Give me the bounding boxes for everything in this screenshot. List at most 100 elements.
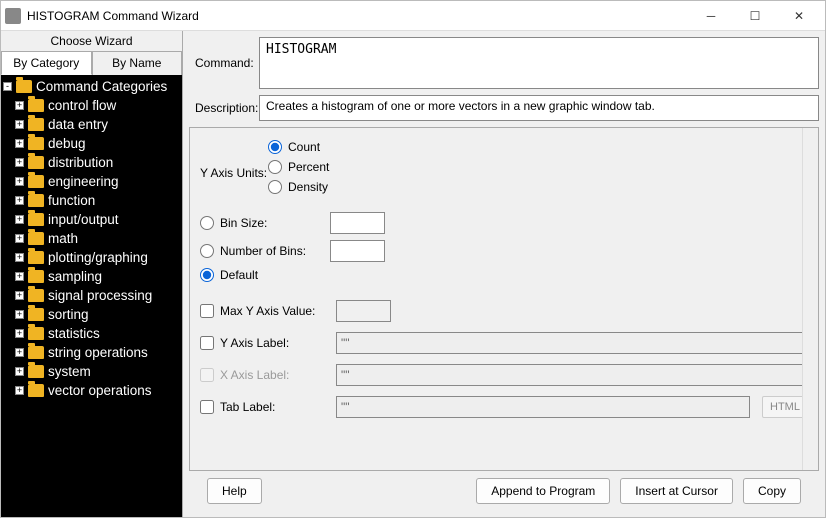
folder-icon [16, 80, 32, 93]
radio-default[interactable] [200, 268, 214, 282]
tree-root[interactable]: - Command Categories [1, 77, 182, 96]
tree-item-label: engineering [48, 174, 119, 189]
help-button[interactable]: Help [207, 478, 262, 504]
tree-item[interactable]: +debug [1, 134, 182, 153]
expand-icon[interactable]: + [15, 101, 24, 110]
numbins-input[interactable] [330, 240, 385, 262]
sidebar-tabs: By Category By Name [1, 51, 182, 75]
tree-item[interactable]: +control flow [1, 96, 182, 115]
app-window: HISTOGRAM Command Wizard ─ ☐ ✕ Choose Wi… [0, 0, 826, 518]
append-button[interactable]: Append to Program [476, 478, 610, 504]
tree-item[interactable]: +signal processing [1, 286, 182, 305]
expand-icon[interactable]: + [15, 310, 24, 319]
sidebar: Choose Wizard By Category By Name - Comm… [1, 31, 183, 517]
radio-percent[interactable] [268, 160, 282, 174]
expand-icon[interactable]: + [15, 120, 24, 129]
xlabel-checkbox [200, 368, 214, 382]
expand-icon[interactable]: + [15, 215, 24, 224]
radio-count-row[interactable]: Count [268, 140, 329, 154]
radio-density[interactable] [268, 180, 282, 194]
tree-item-label: input/output [48, 212, 119, 227]
minimize-button[interactable]: ─ [689, 2, 733, 30]
tree-item-label: statistics [48, 326, 100, 341]
tree-item[interactable]: + engineering [1, 172, 182, 191]
folder-icon [28, 194, 44, 207]
radio-percent-label: Percent [288, 160, 329, 174]
radio-default-label: Default [220, 268, 320, 282]
radio-numbins-row[interactable]: Number of Bins: [200, 240, 808, 262]
close-button[interactable]: ✕ [777, 2, 821, 30]
description-row: Description: Creates a histogram of one … [189, 95, 819, 121]
tree-item[interactable]: + distribution [1, 153, 182, 172]
tree-item[interactable]: +sorting [1, 305, 182, 324]
tree-item[interactable]: + math [1, 229, 182, 248]
tree-item[interactable]: + input/output [1, 210, 182, 229]
radio-percent-row[interactable]: Percent [268, 160, 329, 174]
expand-icon[interactable]: + [15, 196, 24, 205]
maxy-checkbox[interactable] [200, 304, 214, 318]
insert-button[interactable]: Insert at Cursor [620, 478, 733, 504]
radio-binsize-row[interactable]: Bin Size: [200, 212, 808, 234]
titlebar: HISTOGRAM Command Wizard ─ ☐ ✕ [1, 1, 825, 31]
tab-by-name[interactable]: By Name [92, 51, 183, 75]
tree-item-label: math [48, 231, 78, 246]
folder-icon [28, 346, 44, 359]
tree-item[interactable]: +plotting/graphing [1, 248, 182, 267]
expand-icon[interactable]: + [15, 177, 24, 186]
options-panel: Y Axis Units: Count Percent Density [189, 127, 819, 471]
xlabel-input [336, 364, 808, 386]
radio-count[interactable] [268, 140, 282, 154]
tree-item[interactable]: +system [1, 362, 182, 381]
tree-item[interactable]: + statistics [1, 324, 182, 343]
binsize-input[interactable] [330, 212, 385, 234]
description-textbox: Creates a histogram of one or more vecto… [259, 95, 819, 121]
folder-icon [28, 270, 44, 283]
tablabel-checkbox[interactable] [200, 400, 214, 414]
expand-icon[interactable]: + [15, 253, 24, 262]
expand-icon[interactable]: + [15, 234, 24, 243]
tree-item[interactable]: +sampling [1, 267, 182, 286]
maximize-button[interactable]: ☐ [733, 2, 777, 30]
command-textbox[interactable]: HISTOGRAM [259, 37, 819, 89]
maxy-label: Max Y Axis Value: [220, 304, 330, 318]
expand-icon[interactable]: + [15, 348, 24, 357]
expand-icon[interactable]: + [15, 329, 24, 338]
tree-item-label: distribution [48, 155, 113, 170]
expand-icon[interactable]: + [15, 139, 24, 148]
radio-numbins[interactable] [200, 244, 214, 258]
tree-item[interactable]: +data entry [1, 115, 182, 134]
expand-icon[interactable]: + [15, 367, 24, 376]
expand-icon[interactable]: + [15, 291, 24, 300]
bottom-buttons: Help Append to Program Insert at Cursor … [189, 471, 819, 511]
ylabel-input[interactable] [336, 332, 808, 354]
y-axis-units-group: Y Axis Units: Count Percent Density [200, 140, 808, 194]
expand-icon[interactable]: + [15, 386, 24, 395]
folder-icon [28, 365, 44, 378]
expand-icon[interactable]: + [15, 272, 24, 281]
scrollbar[interactable] [802, 128, 818, 470]
radio-density-row[interactable]: Density [268, 180, 329, 194]
maxy-input[interactable] [336, 300, 391, 322]
tree-item[interactable]: +function [1, 191, 182, 210]
expand-icon[interactable]: - [3, 82, 12, 91]
tablabel-input[interactable] [336, 396, 750, 418]
ylabel-checkbox[interactable] [200, 336, 214, 350]
main-panel: Command: HISTOGRAM Description: Creates … [183, 31, 825, 517]
folder-icon [28, 118, 44, 131]
command-label: Command: [189, 56, 259, 70]
folder-icon [28, 251, 44, 264]
tree-item[interactable]: +vector operations [1, 381, 182, 400]
maxy-row: Max Y Axis Value: [200, 300, 808, 322]
tab-by-category[interactable]: By Category [1, 51, 92, 75]
folder-icon [28, 232, 44, 245]
radio-numbins-label: Number of Bins: [220, 244, 320, 258]
copy-button[interactable]: Copy [743, 478, 801, 504]
expand-icon[interactable]: + [15, 158, 24, 167]
folder-icon [28, 384, 44, 397]
radio-count-label: Count [288, 140, 320, 154]
tree-item[interactable]: +string operations [1, 343, 182, 362]
category-tree[interactable]: - Command Categories +control flow+data … [1, 75, 182, 517]
radio-binsize[interactable] [200, 216, 214, 230]
radio-default-row[interactable]: Default [200, 268, 808, 282]
app-icon [5, 8, 21, 24]
